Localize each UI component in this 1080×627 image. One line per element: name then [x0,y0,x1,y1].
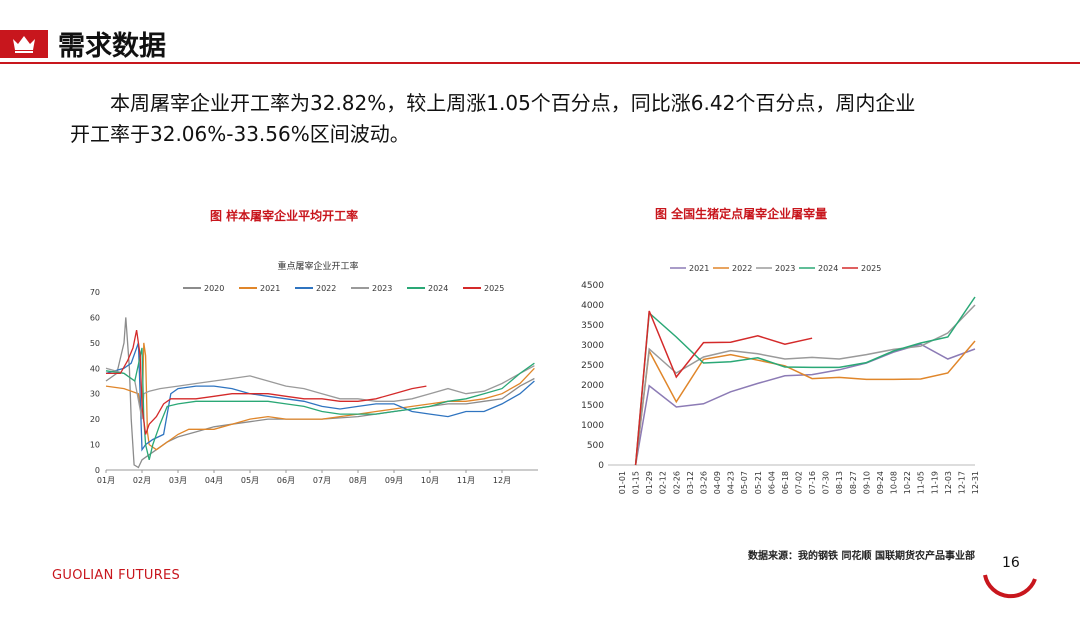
x-tick-label: 10-22 [903,471,912,494]
x-tick-label: 01-15 [632,471,641,494]
y-tick-label: 3000 [581,341,604,351]
x-tick-label: 06月 [277,476,295,485]
y-tick-label: 2000 [581,381,604,391]
summary-line-1: 本周屠宰企业开工率为32.82%，较上周涨1.05个百分点，同比涨6.42个百分… [110,91,916,115]
x-tick-label: 12-03 [944,471,953,494]
x-tick-label: 06-04 [767,471,776,494]
brand-name: GUOLIAN [52,568,114,583]
x-tick-label: 12月 [493,476,511,485]
x-tick-label: 03-12 [686,471,695,494]
legend-label-2024: 2024 [818,264,838,273]
series-line-2020 [105,317,535,469]
right-chart-caption: 图 全国生猪定点屠宰企业屠宰量 [655,207,828,221]
x-tick-label: 08月 [349,476,367,485]
x-tick-label: 10月 [421,476,439,485]
summary-line-2: 开工率于32.06%-33.56%区间波动。 [70,122,410,146]
series-line-2022 [634,340,976,466]
summary-paragraph: 本周屠宰企业开工率为32.82%，较上周涨1.05个百分点，同比涨6.42个百分… [70,88,1020,150]
x-tick-label: 08-27 [849,471,858,494]
legend-label-2022: 2022 [732,264,752,273]
brand-logo: GUOLIAN FUTURES [52,568,180,583]
x-tick-label: 04-23 [727,471,736,494]
x-tick-label: 02-26 [672,471,681,494]
x-tick-label: 06-18 [781,471,790,494]
x-tick-label: 11-05 [917,471,926,494]
series-line-2025 [106,329,427,435]
series-line-2024 [634,296,976,466]
y-tick-label: 2500 [581,361,604,371]
y-tick-label: 4500 [581,281,604,291]
utilization-rate-chart: 重点屠宰企业开工率 2020 2021 2022 2023 2024 2025 0 10 20 30… [90,260,538,485]
legend-label-2025: 2025 [861,264,881,273]
y-tick-label: 10 [90,441,100,450]
legend-label-2022: 2022 [316,284,336,293]
series-line-2023 [105,365,535,420]
x-tick-label: 01月 [97,476,115,485]
y-tick-label: 20 [90,415,100,424]
legend-label-2023: 2023 [775,264,795,273]
legend-label-2021: 2021 [689,264,709,273]
page-number-arc-icon [983,574,1037,599]
header-divider [0,62,1080,64]
x-tick-label: 07-02 [795,471,804,494]
slaughter-volume-chart: 2021 2022 2023 2024 2025 0 500 1000 1500 2000 2500… [581,264,980,494]
y-tick-label: 30 [90,390,100,399]
page-number: 16 [1002,555,1020,571]
y-tick-label: 3500 [581,321,604,331]
x-tick-label: 04-09 [713,471,722,494]
x-tick-label: 07-30 [822,471,831,494]
y-tick-label: 0 [95,466,100,475]
x-tick-label: 07-16 [808,471,817,494]
data-source: 数据来源：我的钢铁 同花顺 国联期货农产品事业部 [748,551,975,562]
series-line-2025 [634,310,813,466]
y-tick-label: 60 [90,313,100,322]
legend-label-2020: 2020 [204,284,224,293]
page-title: 需求数据 [58,31,166,62]
legend-label-2024: 2024 [428,284,448,293]
series-line-2022 [105,342,535,452]
x-tick-label: 05-07 [740,471,749,494]
x-tick-label: 12-31 [971,471,980,494]
x-tick-label: 04月 [205,476,223,485]
x-tick-label: 09月 [385,476,403,485]
crown-icon [13,36,35,53]
x-tick-label: 03月 [169,476,187,485]
x-tick-label: 02月 [133,476,151,485]
x-tick-label: 09-10 [862,471,871,494]
x-tick-label: 01-01 [618,471,627,494]
y-tick-label: 40 [90,364,100,373]
x-tick-label: 09-24 [876,471,885,494]
x-tick-label: 12-17 [957,471,966,494]
x-tick-label: 11月 [457,476,475,485]
y-tick-label: 1500 [581,401,604,411]
brand-suffix: FUTURES [118,568,181,583]
x-tick-label: 03-26 [699,471,708,494]
series-line-2024 [105,347,535,460]
y-tick-label: 70 [90,288,100,297]
x-tick-label: 10-08 [890,471,899,494]
x-tick-label: 01-29 [645,471,654,494]
series-line-2021 [634,343,976,466]
legend-label-2023: 2023 [372,284,392,293]
x-tick-label: 08-13 [835,471,844,494]
x-tick-label: 11-19 [930,471,939,494]
y-tick-label: 50 [90,339,100,348]
x-tick-label: 05-21 [754,471,763,494]
y-tick-label: 4000 [581,301,604,311]
x-tick-label: 02-12 [659,471,668,494]
y-tick-label: 0 [598,461,604,471]
y-tick-label: 1000 [581,421,604,431]
legend-label-2025: 2025 [484,284,504,293]
x-tick-label: 07月 [313,476,331,485]
title-badge [0,30,48,58]
legend-label-2021: 2021 [260,284,280,293]
x-tick-label: 05月 [241,476,259,485]
left-chart-caption: 图 样本屠宰企业平均开工率 [210,209,359,223]
chart-title: 重点屠宰企业开工率 [277,260,358,272]
y-tick-label: 500 [587,441,604,451]
